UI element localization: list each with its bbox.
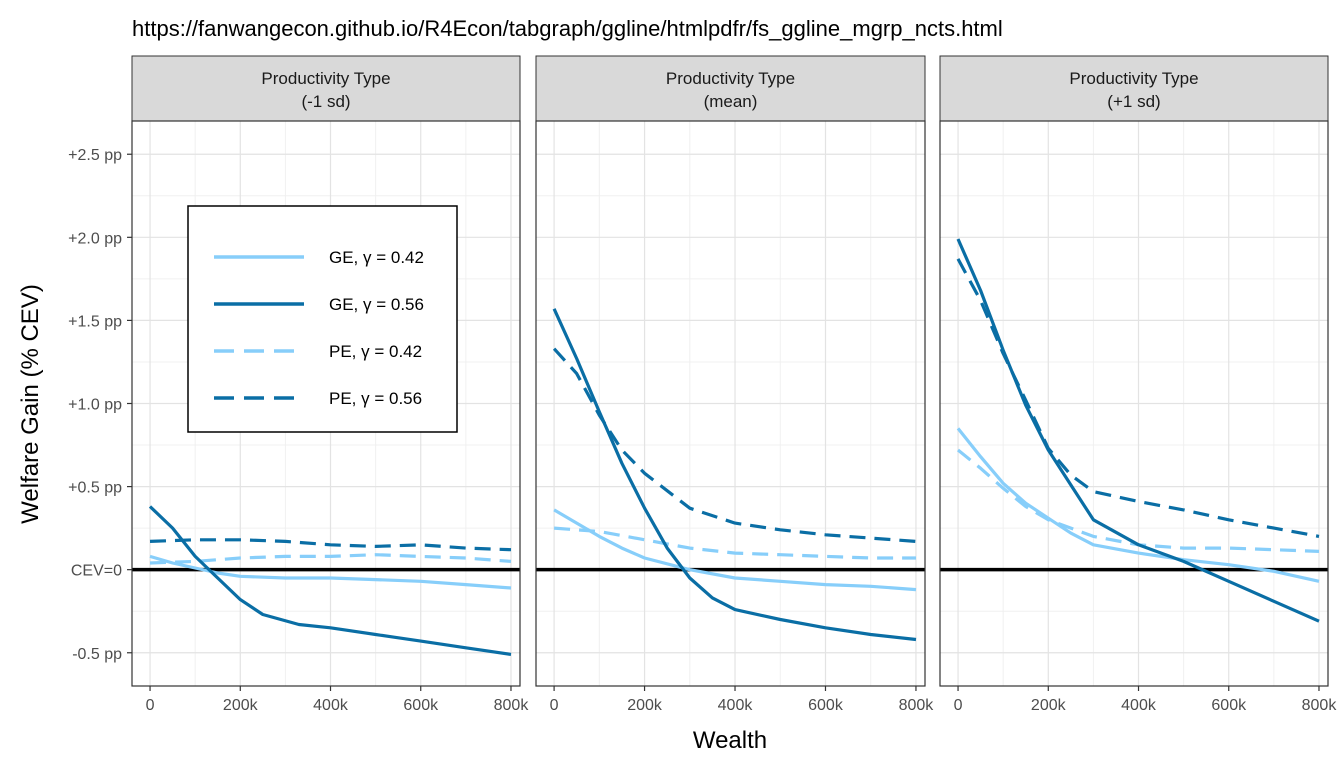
x-tick-label: 400k bbox=[1121, 697, 1157, 714]
y-tick-label: +2.0 pp bbox=[68, 230, 122, 247]
x-tick-label: 0 bbox=[146, 697, 155, 714]
x-tick-label: 600k bbox=[403, 697, 439, 714]
x-tick-label: 600k bbox=[1211, 697, 1247, 714]
y-axis-title: Welfare Gain (% CEV) bbox=[17, 284, 44, 524]
series-line-pe042 bbox=[149, 553, 512, 565]
facet-strip-label: Productivity Type bbox=[1069, 69, 1198, 88]
facet-strip-sublabel: (mean) bbox=[704, 92, 758, 111]
y-tick-label: +2.5 pp bbox=[68, 147, 122, 164]
y-tick-label: +1.5 pp bbox=[68, 313, 122, 330]
series-line-pe056 bbox=[149, 538, 512, 552]
y-tick-label: +0.5 pp bbox=[68, 480, 122, 497]
facet-strip bbox=[535, 55, 926, 122]
x-tick-label: 200k bbox=[223, 697, 259, 714]
x-tick-label: 400k bbox=[313, 697, 349, 714]
x-tick-label: 200k bbox=[627, 697, 663, 714]
facet-strip-sublabel: (+1 sd) bbox=[1107, 92, 1160, 111]
x-tick-label: 800k bbox=[1302, 697, 1338, 714]
x-tick-label: 800k bbox=[899, 697, 935, 714]
x-tick-label: 600k bbox=[808, 697, 844, 714]
y-tick-label: -0.5 pp bbox=[72, 646, 122, 663]
legend-label-pe056: PE, γ = 0.56 bbox=[329, 389, 422, 408]
y-axis: -0.5 pp CEV=0 +0.5 pp +1.0 pp +1.5 pp +2.0 pp… bbox=[68, 147, 132, 663]
legend: GE, γ = 0.42 GE, γ = 0.56 PE, γ = 0.42 PE, … bbox=[187, 205, 458, 433]
facet-panel-3: Productivity Type (+1 sd) 0 200k 400k 600k 800… bbox=[939, 55, 1338, 714]
facet-panel-2: Productivity Type (mean) 0 200k 400k 600k 800k bbox=[535, 55, 935, 714]
legend-box bbox=[187, 205, 458, 433]
series-line-pe056 bbox=[552, 347, 917, 543]
legend-label-ge056: GE, γ = 0.56 bbox=[329, 295, 424, 314]
facet-strip bbox=[939, 55, 1329, 122]
legend-label-ge042: GE, γ = 0.42 bbox=[329, 248, 424, 267]
facet-strip-label: Productivity Type bbox=[261, 69, 390, 88]
series-line-ge042 bbox=[149, 554, 512, 590]
x-axis-title: Wealth bbox=[693, 727, 767, 754]
y-tick-label: +1.0 pp bbox=[68, 397, 122, 414]
series-line-pe042 bbox=[553, 526, 916, 560]
x-tick-label: 0 bbox=[954, 697, 963, 714]
series-line-pe042 bbox=[956, 448, 1320, 553]
facet-strip-sublabel: (-1 sd) bbox=[301, 92, 350, 111]
series-line-ge056 bbox=[148, 505, 512, 656]
x-tick-label: 800k bbox=[494, 697, 530, 714]
facet-strip-label: Productivity Type bbox=[666, 69, 795, 88]
x-tick-label: 0 bbox=[550, 697, 559, 714]
series-line-pe056 bbox=[956, 258, 1320, 538]
y-tick-label: CEV=0 bbox=[71, 563, 122, 580]
series-line-ge042 bbox=[956, 427, 1320, 583]
chart-title: https://fanwangecon.github.io/R4Econ/tab… bbox=[132, 16, 1003, 41]
x-tick-label: 200k bbox=[1031, 697, 1067, 714]
panel-border bbox=[535, 120, 926, 687]
series-line-ge056 bbox=[552, 308, 917, 642]
panel-border bbox=[939, 120, 1329, 687]
x-tick-label: 400k bbox=[718, 697, 754, 714]
facet-strip bbox=[131, 55, 521, 122]
legend-label-pe042: PE, γ = 0.42 bbox=[329, 342, 422, 361]
series-line-ge056 bbox=[956, 238, 1320, 623]
